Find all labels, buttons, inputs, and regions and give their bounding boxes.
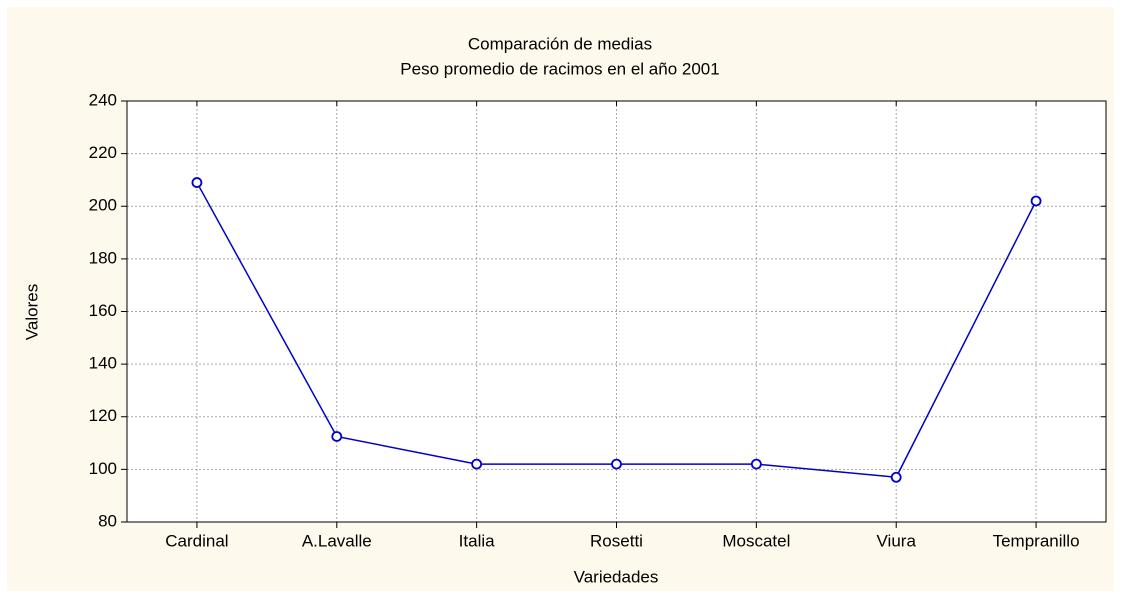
x-tick-label: Viura <box>877 531 917 550</box>
y-tick-label: 120 <box>89 406 117 425</box>
x-tick-label: A.Lavalle <box>302 531 372 550</box>
x-tick-label: Moscatel <box>722 531 790 550</box>
y-tick-label: 220 <box>89 143 117 162</box>
y-axis-label: Valores <box>22 284 41 340</box>
data-point <box>331 431 343 442</box>
x-tick-label: Rosetti <box>590 531 643 550</box>
chart-subtitle: Peso promedio de racimos en el año 2001 <box>400 59 719 78</box>
y-tick-label: 180 <box>89 248 117 267</box>
data-point <box>1030 195 1042 207</box>
plot-frame <box>126 100 1107 523</box>
data-point <box>890 471 902 483</box>
data-point <box>191 177 203 188</box>
y-tick-label: 100 <box>89 459 117 478</box>
data-point <box>471 458 483 470</box>
x-tick-label: Tempranillo <box>993 531 1080 550</box>
y-tick-label: 160 <box>89 301 117 320</box>
x-tick-label: Italia <box>459 531 495 550</box>
y-tick-label: 140 <box>89 354 117 373</box>
y-tick-label: 200 <box>89 196 117 215</box>
y-tick-label: 240 <box>89 90 117 109</box>
data-point <box>750 458 762 470</box>
chart-title: Comparación de medias <box>468 34 652 53</box>
x-tick-label: Cardinal <box>165 531 228 550</box>
y-tick-label: 80 <box>98 511 117 530</box>
x-axis-label: Variedades <box>574 567 659 586</box>
data-point <box>611 458 622 470</box>
